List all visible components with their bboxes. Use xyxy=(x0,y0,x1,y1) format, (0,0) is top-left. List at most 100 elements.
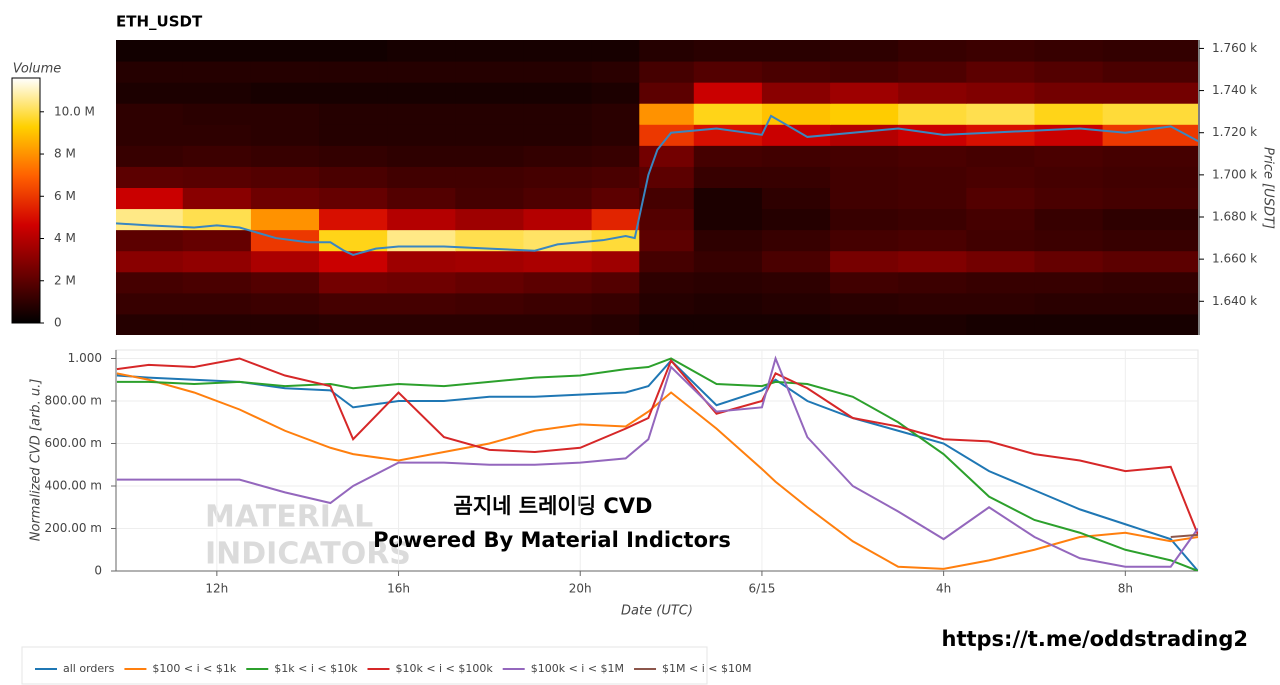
heatmap xyxy=(116,40,1198,335)
legend-label: $10k < i < $100k xyxy=(395,662,493,675)
heatmap-cell xyxy=(898,82,967,104)
heatmap-cell xyxy=(387,124,456,146)
heatmap-cell xyxy=(182,166,252,188)
heatmap-cell xyxy=(830,208,899,231)
heatmap-cell xyxy=(898,166,967,188)
heatmap-cell xyxy=(455,82,524,104)
heatmap-cell xyxy=(639,124,695,146)
heatmap-cell xyxy=(1034,61,1104,83)
heatmap-cell xyxy=(319,61,388,83)
heatmap-cell xyxy=(639,103,695,125)
heatmap-cell xyxy=(523,103,593,125)
heatmap-cell xyxy=(319,271,388,294)
heatmap-cell xyxy=(387,145,456,167)
y-tick-label: 1.720 k xyxy=(1212,125,1257,139)
heatmap-cell xyxy=(319,145,388,167)
heatmap-cell xyxy=(761,166,831,188)
heatmap-cell xyxy=(693,250,763,273)
heatmap-cell xyxy=(182,61,252,83)
heatmap-cell xyxy=(693,82,763,104)
heatmap-cell xyxy=(591,145,640,167)
heatmap-cell xyxy=(693,313,763,335)
heatmap-cell xyxy=(250,166,320,188)
heatmap-cell xyxy=(182,82,252,104)
series-line xyxy=(116,357,1198,571)
colorbar-title: Volume xyxy=(13,62,62,77)
heatmap-cell xyxy=(250,82,320,104)
heatmap-cell xyxy=(1102,271,1198,294)
y-tick-label: 600.00 m xyxy=(45,436,103,450)
heatmap-cell xyxy=(250,103,320,125)
heatmap-cell xyxy=(966,187,1035,210)
heatmap-cell xyxy=(319,103,388,125)
colorbar-tick-label: 6 M xyxy=(54,189,76,203)
heatmap-cell xyxy=(966,166,1035,188)
colorbar-tick-label: 4 M xyxy=(54,231,76,245)
heatmap-cell xyxy=(830,82,899,104)
heatmap-cell xyxy=(523,40,593,62)
heatmap-cell xyxy=(639,292,695,315)
heatmap-cell xyxy=(966,145,1035,167)
x-tick-label: 8h xyxy=(1118,582,1133,596)
heatmap-cell xyxy=(523,166,593,188)
heatmap-cell xyxy=(1102,103,1198,125)
heatmap-cell xyxy=(898,61,967,83)
heatmap-cell xyxy=(387,40,456,62)
heatmap-cell xyxy=(116,250,184,273)
heatmap-cell xyxy=(523,271,593,294)
heatmap-cell xyxy=(830,40,899,62)
heatmap-cell xyxy=(523,61,593,83)
heatmap-cell xyxy=(591,61,640,83)
heatmap-cell xyxy=(455,292,524,315)
heatmap-cell xyxy=(830,229,899,252)
colorbar-tick-label: 8 M xyxy=(54,147,76,161)
heatmap-cell xyxy=(898,271,967,294)
heatmap-cell xyxy=(387,82,456,104)
heatmap-cell xyxy=(182,250,252,273)
colorbar-tick-label: 10.0 M xyxy=(54,104,95,118)
heatmap-cell xyxy=(1034,145,1104,167)
x-tick-label: 16h xyxy=(387,582,410,596)
heatmap-cell xyxy=(319,187,388,210)
heatmap-cell xyxy=(455,313,524,335)
heatmap-cell xyxy=(319,166,388,188)
heatmap-cell xyxy=(1034,124,1104,146)
heatmap-cell xyxy=(830,61,899,83)
heatmap-cell xyxy=(387,166,456,188)
y-tick-label: 1.640 k xyxy=(1212,294,1257,308)
heatmap-cell xyxy=(523,82,593,104)
heatmap-cell xyxy=(639,145,695,167)
heatmap-cell xyxy=(319,40,388,62)
legend-label: all orders xyxy=(63,662,115,675)
heatmap-cell xyxy=(182,208,252,231)
heatmap-cell xyxy=(898,208,967,231)
heatmap-cell xyxy=(639,82,695,104)
heatmap-cell xyxy=(761,103,831,125)
heatmap-cell xyxy=(898,313,967,335)
heatmap-cell xyxy=(639,208,695,231)
heatmap-cell xyxy=(455,61,524,83)
y-tick-label: 1.680 k xyxy=(1212,210,1257,224)
watermark: INDICATORS xyxy=(205,537,411,572)
heatmap-cell xyxy=(455,208,524,231)
heatmap-cell xyxy=(693,40,763,62)
heatmap-cell xyxy=(761,208,831,231)
heatmap-cell xyxy=(523,313,593,335)
heatmap-cell xyxy=(116,187,184,210)
heatmap-cell xyxy=(761,250,831,273)
heatmap-cell xyxy=(1034,292,1104,315)
heatmap-cell xyxy=(387,103,456,125)
link[interactable]: https://t.me/oddstrading2 xyxy=(942,627,1249,651)
heatmap-cell xyxy=(898,124,967,146)
heatmap-cell xyxy=(639,166,695,188)
heatmap-cell xyxy=(182,145,252,167)
heatmap-cell xyxy=(116,61,184,83)
chart-title: ETH_USDT xyxy=(116,13,203,31)
heatmap-cell xyxy=(250,250,320,273)
heatmap-cell xyxy=(523,208,593,231)
heatmap-cell xyxy=(693,271,763,294)
heatmap-cell xyxy=(966,250,1035,273)
y-tick-label: 1.700 k xyxy=(1212,167,1257,181)
heatmap-cell xyxy=(898,292,967,315)
heatmap-cell xyxy=(1102,313,1198,335)
